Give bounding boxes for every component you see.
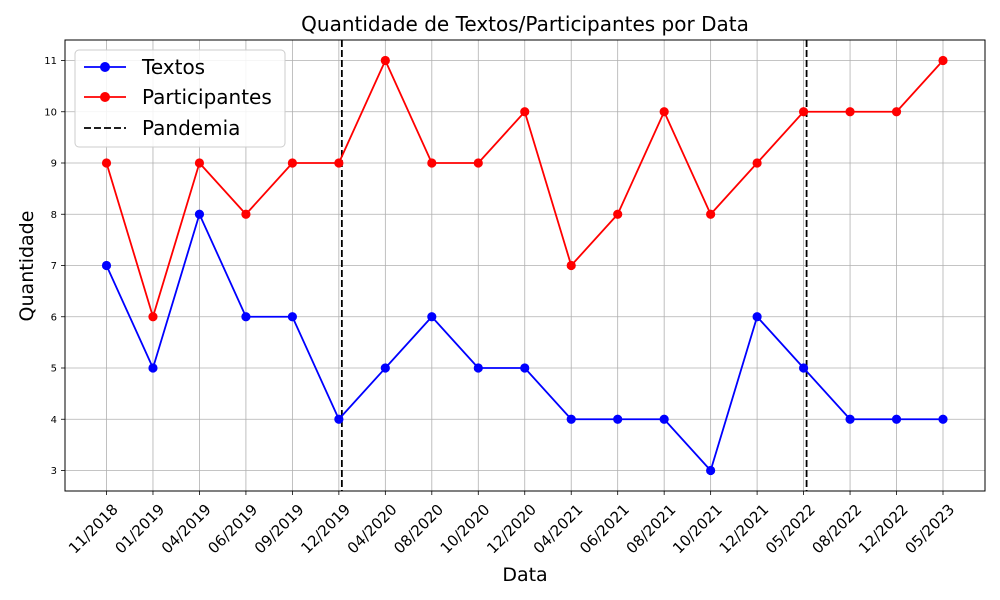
x-tick-label: 06/2021 <box>576 501 633 558</box>
data-point-participantes <box>241 209 251 219</box>
y-tick-label: 3 <box>51 466 57 477</box>
data-point-textos <box>845 414 855 424</box>
data-point-participantes <box>752 158 762 168</box>
x-tick-label: 11/2018 <box>65 501 122 558</box>
data-point-textos <box>938 414 948 424</box>
x-tick-label: 12/2022 <box>855 501 912 558</box>
data-point-participantes <box>473 158 483 168</box>
data-point-participantes <box>334 158 344 168</box>
legend: Textos Participantes Pandemia <box>74 49 286 148</box>
data-point-textos <box>380 363 390 373</box>
y-tick-label: 10 <box>44 107 57 118</box>
y-tick-label: 9 <box>51 159 57 170</box>
data-point-participantes <box>845 107 855 117</box>
y-tick-label: 8 <box>51 210 57 221</box>
data-point-participantes <box>659 107 669 117</box>
x-tick-label: 08/2021 <box>623 501 680 558</box>
legend-label-textos: Textos <box>141 55 205 79</box>
data-point-textos <box>241 312 251 322</box>
y-tick-label: 5 <box>51 364 57 375</box>
x-tick-label: 05/2023 <box>901 501 958 558</box>
y-tick-label: 6 <box>51 312 57 323</box>
y-tick-label: 7 <box>51 261 57 272</box>
data-point-textos <box>101 260 112 271</box>
data-point-textos <box>798 363 809 373</box>
x-axis-label: Data <box>502 564 547 586</box>
x-tick-label: 04/2019 <box>158 501 215 558</box>
y-axis-label: Quantidade <box>16 211 38 322</box>
x-tick-label: 08/2022 <box>809 501 866 558</box>
data-point-participantes <box>891 107 902 117</box>
data-point-participantes <box>938 55 948 66</box>
x-tick-label: 06/2019 <box>204 501 261 558</box>
x-axis-ticks: 11/201801/201904/201906/201909/201912/20… <box>65 491 958 557</box>
data-point-textos <box>659 414 669 424</box>
series <box>101 55 948 476</box>
x-tick-label: 01/2019 <box>111 501 168 558</box>
data-point-textos <box>752 312 762 322</box>
x-tick-label: 10/2020 <box>437 501 494 558</box>
x-tick-label: 10/2021 <box>669 501 726 558</box>
x-tick-label: 12/2019 <box>297 501 354 558</box>
data-point-participantes <box>101 158 112 168</box>
legend-marker-participantes <box>100 92 110 102</box>
data-point-textos <box>287 312 297 322</box>
data-point-textos <box>148 363 158 373</box>
data-point-participantes <box>427 158 437 168</box>
data-point-textos <box>520 363 530 373</box>
data-point-textos <box>194 209 205 219</box>
x-tick-label: 04/2021 <box>530 501 587 558</box>
data-point-participantes <box>520 107 530 117</box>
data-point-participantes <box>148 312 158 322</box>
data-point-participantes <box>613 209 623 219</box>
chart-title: Quantidade de Textos/Participantes por D… <box>301 12 749 36</box>
data-point-participantes <box>566 260 576 271</box>
x-tick-label: 09/2019 <box>251 501 308 558</box>
data-point-textos <box>706 465 716 476</box>
data-point-textos <box>891 414 902 424</box>
data-point-participantes <box>798 107 809 117</box>
x-tick-label: 12/2020 <box>483 501 540 558</box>
data-point-participantes <box>380 55 390 66</box>
data-point-participantes <box>194 158 205 168</box>
x-tick-label: 12/2021 <box>716 501 773 558</box>
data-point-textos <box>334 414 344 424</box>
data-point-textos <box>473 363 483 373</box>
data-point-participantes <box>706 209 716 219</box>
legend-marker-textos <box>100 62 110 72</box>
data-point-textos <box>613 414 623 424</box>
legend-box <box>74 49 286 148</box>
y-tick-label: 11 <box>44 56 57 67</box>
data-point-textos <box>427 312 437 322</box>
data-point-textos <box>566 414 576 424</box>
x-tick-label: 05/2022 <box>762 501 819 558</box>
legend-label-pandemia: Pandemia <box>142 116 240 140</box>
y-axis-ticks: 3 4 5 6 7 8 9 10 11 <box>44 56 65 477</box>
legend-label-participantes: Participantes <box>142 85 272 109</box>
y-tick-label: 4 <box>51 415 57 426</box>
data-point-participantes <box>287 158 297 168</box>
x-tick-label: 08/2020 <box>390 501 447 558</box>
x-tick-label: 04/2020 <box>344 501 401 558</box>
